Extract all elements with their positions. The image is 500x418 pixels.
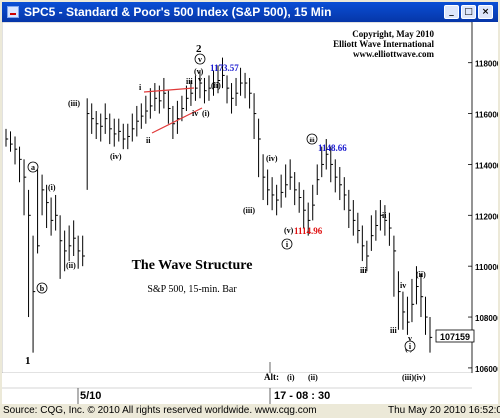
wave-label-sub-iii: iii bbox=[186, 77, 193, 86]
app-icon bbox=[7, 6, 19, 18]
chart-overlays bbox=[143, 87, 271, 373]
wave-label-minor-iv: iv bbox=[400, 281, 406, 290]
footer-bar: Source: CQG, Inc. © 2010 All rights rese… bbox=[0, 404, 500, 418]
wave-label-iii: (iii) bbox=[68, 99, 80, 108]
chart-subtitle: S&P 500, 15-min. Bar bbox=[147, 284, 237, 295]
wave-label-sub-iv: iv bbox=[192, 109, 198, 118]
wave-label-a-ii: (ii) bbox=[66, 261, 76, 270]
wave-label-lower-iv: (iv) bbox=[266, 154, 278, 163]
circle-i-marker bbox=[281, 238, 293, 250]
wave-label-c-ii: (ii) bbox=[211, 81, 221, 90]
wave-label-iv: (iv) bbox=[110, 152, 122, 161]
alt-item-iii-iv: (iii)(iv) bbox=[402, 373, 426, 382]
price-label-peak: 1148.66 bbox=[318, 143, 347, 153]
source-credit: Source: CQG, Inc. © 2010 All rights rese… bbox=[3, 405, 317, 416]
circle-i-low-label: i bbox=[409, 342, 412, 351]
wave-label-minor-v: v bbox=[408, 334, 412, 343]
wave-label-v: (v) bbox=[194, 67, 204, 76]
circle-i-low-marker bbox=[404, 340, 416, 352]
circle-b-label: b bbox=[40, 284, 45, 293]
alt-item-i: (i) bbox=[287, 373, 295, 382]
price-chart: 118000 116000 114000 112000 110000 108000 1060… bbox=[2, 22, 498, 404]
alt-item-ii: (ii) bbox=[308, 373, 318, 382]
circle-a-label: a bbox=[31, 163, 35, 172]
last-price-value: 107159 bbox=[440, 332, 470, 342]
wave-label-sub-v: v bbox=[198, 75, 202, 84]
window-title: SPC5 - Standard & Poor's 500 Index (S&P … bbox=[24, 5, 332, 19]
y-tick-label: 116000 bbox=[475, 111, 498, 120]
alt-label: Alt: bbox=[264, 372, 279, 382]
x-label-5-10: 5/10 bbox=[80, 390, 101, 402]
wave-label-sub-ii: ii bbox=[146, 136, 151, 145]
y-tick-label: 112000 bbox=[475, 212, 498, 221]
y-tick-label: 106000 bbox=[475, 365, 498, 374]
price-label-high: 1173.57 bbox=[210, 63, 239, 73]
x-label-17: 17 - 08 : 30 bbox=[274, 390, 330, 402]
circle-a-marker bbox=[27, 161, 39, 173]
minimize-button[interactable]: _ bbox=[444, 5, 459, 19]
maximize-button[interactable]: □ bbox=[461, 5, 476, 19]
circled-labels: a b v iii i i bbox=[27, 53, 416, 352]
price-bars bbox=[5, 57, 433, 353]
wave-label-sub-i: i bbox=[139, 83, 142, 92]
wave-label-lower-iii: (iii) bbox=[243, 206, 255, 215]
wave-label-2: 2 bbox=[196, 43, 202, 55]
last-price-tag bbox=[435, 329, 475, 343]
circle-v-label: v bbox=[198, 55, 202, 64]
publisher-note: Elliott Wave International bbox=[333, 39, 434, 49]
footer-datetime: Thu May 20 2010 16:52:05 bbox=[388, 405, 500, 416]
wave-label-c-i: (i) bbox=[202, 109, 210, 118]
wave-label-a-i: (i) bbox=[48, 183, 56, 192]
wave-label-minor-iii: iii bbox=[360, 266, 367, 275]
y-tick-label: 110000 bbox=[475, 263, 498, 272]
y-tick-label: 108000 bbox=[475, 314, 498, 323]
wave-label-1: 1 bbox=[25, 355, 31, 367]
wave-label-minor-iii-low: iii bbox=[390, 326, 397, 335]
chart-title: The Wave Structure bbox=[132, 258, 253, 273]
circle-iii-label: iii bbox=[309, 138, 314, 144]
circle-b-marker bbox=[36, 282, 48, 294]
x-axis-band bbox=[2, 373, 472, 404]
circle-i-label: i bbox=[286, 240, 289, 249]
wave-label-minor-ii: ii bbox=[382, 211, 387, 220]
channel-line-lower bbox=[151, 107, 203, 134]
wave-label-lower-v: (v) bbox=[284, 226, 294, 235]
close-button[interactable]: × bbox=[478, 5, 493, 19]
y-axis: 118000 116000 114000 112000 110000 108000 1060… bbox=[468, 22, 498, 374]
channel-line-upper bbox=[143, 87, 195, 93]
y-tick-label: 114000 bbox=[475, 161, 498, 170]
price-label-low: 1114.96 bbox=[294, 226, 323, 236]
y-tick-label: 118000 bbox=[475, 60, 498, 69]
title-bar: SPC5 - Standard & Poor's 500 Index (S&P … bbox=[2, 2, 498, 22]
copyright-note: Copyright, May 2010 bbox=[352, 29, 434, 39]
circle-iii-marker bbox=[306, 133, 318, 145]
circle-v-marker bbox=[194, 53, 206, 65]
wave-label-minor-i: i bbox=[362, 266, 365, 275]
website-note: www.elliottwave.com bbox=[353, 49, 434, 59]
plot-area bbox=[2, 22, 473, 374]
wave-label-last-ii: (ii) bbox=[416, 270, 426, 279]
